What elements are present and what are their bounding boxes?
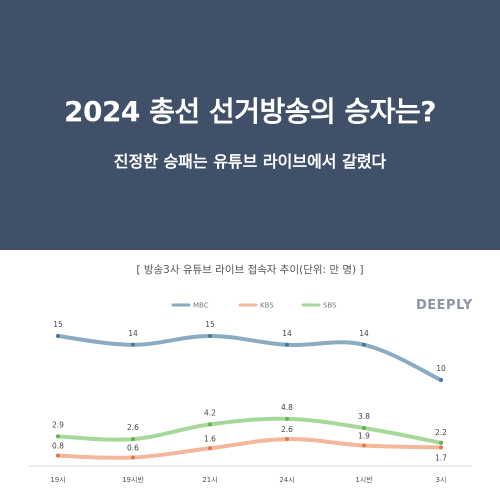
data-point — [362, 426, 366, 431]
data-label: 14 — [282, 329, 292, 338]
data-label: 1.6 — [204, 434, 216, 443]
data-point — [285, 416, 289, 421]
data-label: 2.6 — [281, 425, 293, 434]
data-label: 2.2 — [435, 428, 447, 437]
data-point — [208, 446, 212, 451]
x-tick-label: 21시 — [202, 476, 217, 484]
series-line — [56, 416, 443, 445]
data-point — [56, 453, 60, 458]
data-point — [439, 378, 443, 382]
data-point — [285, 437, 289, 442]
subheadline: 진정한 승패는 유튜브 라이브에서 갈렸다 — [113, 152, 387, 171]
x-tick-label: 19시 — [50, 476, 65, 484]
data-label: 1.9 — [358, 432, 370, 441]
legend-marker — [246, 303, 250, 307]
data-label: 2.9 — [52, 420, 64, 429]
series-line — [56, 334, 443, 382]
data-point — [208, 422, 212, 427]
legend-label: SBS — [323, 302, 337, 310]
data-label: 0.6 — [127, 443, 139, 452]
data-label: 14 — [128, 329, 138, 338]
x-tick-label: 1시반 — [355, 475, 373, 484]
data-point — [362, 443, 366, 448]
legend-marker — [309, 303, 313, 307]
data-point — [362, 342, 366, 347]
data-point — [439, 440, 443, 445]
data-point — [285, 342, 289, 347]
legend-marker — [179, 303, 183, 307]
series-line — [56, 437, 443, 460]
data-label: 1.7 — [435, 453, 447, 462]
data-label: 3.8 — [358, 412, 370, 421]
brand-logo: DEEPLY — [416, 298, 473, 313]
headline: 2024 총선 선거방송의 승자는? — [63, 95, 437, 128]
data-point — [131, 437, 135, 442]
legend-label: KBS — [260, 302, 274, 310]
data-label: 10 — [436, 364, 446, 373]
data-point — [131, 455, 135, 460]
x-tick-label: 19시반 — [122, 475, 144, 484]
data-point — [208, 334, 212, 338]
data-point — [56, 334, 60, 338]
chart-title: [ 방송3사 유튜브 라이브 접속자 추이(단위: 만 명) ] — [136, 264, 364, 276]
data-point — [56, 434, 60, 439]
data-label: 15 — [53, 320, 63, 329]
data-label: 0.8 — [52, 442, 64, 451]
data-point — [439, 445, 443, 450]
data-label: 4.8 — [281, 403, 293, 412]
data-point — [131, 342, 135, 347]
data-label: 14 — [359, 329, 369, 338]
x-tick-label: 24시 — [279, 476, 294, 484]
x-tick-label: 3시 — [436, 476, 447, 484]
data-label: 4.2 — [204, 408, 216, 417]
header-banner: 2024 총선 선거방송의 승자는? 진정한 승패는 유튜브 라이브에서 갈렸다 — [0, 0, 500, 250]
data-label: 2.6 — [127, 423, 139, 432]
legend-label: MBC — [193, 302, 209, 310]
data-label: 15 — [205, 320, 215, 329]
